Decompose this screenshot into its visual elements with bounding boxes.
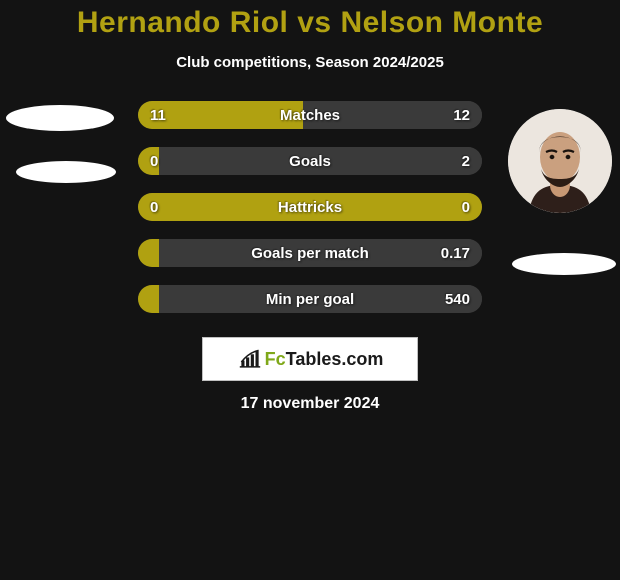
comparison-card: Hernando Riol vs Nelson Monte Club compe… xyxy=(0,0,620,413)
branding-prefix: Fc xyxy=(265,349,286,369)
player1-side xyxy=(0,101,120,183)
branding-text: FcTables.com xyxy=(265,349,384,370)
stat-row: Goals per match0.17 xyxy=(138,239,482,267)
main-layout: 11Matches120Goals20Hattricks0Goals per m… xyxy=(0,101,620,331)
stat-value-right: 540 xyxy=(445,285,470,313)
page-title: Hernando Riol vs Nelson Monte xyxy=(0,6,620,40)
stat-value-right: 0.17 xyxy=(441,239,470,267)
stat-label: Goals xyxy=(138,147,482,175)
player1-placeholder-2 xyxy=(16,161,116,183)
player2-placeholder xyxy=(512,253,616,275)
player2-avatar xyxy=(508,109,612,213)
subtitle: Club competitions, Season 2024/2025 xyxy=(0,54,620,71)
stat-row: Min per goal540 xyxy=(138,285,482,313)
player1-placeholder-1 xyxy=(6,105,114,131)
chart-icon xyxy=(237,348,263,370)
stat-value-right: 12 xyxy=(453,101,470,129)
stat-row: 11Matches12 xyxy=(138,101,482,129)
branding-badge: FcTables.com xyxy=(202,337,418,381)
stat-value-right: 2 xyxy=(462,147,470,175)
stat-label: Goals per match xyxy=(138,239,482,267)
stat-value-right: 0 xyxy=(462,193,470,221)
stat-label: Min per goal xyxy=(138,285,482,313)
stats-column: 11Matches120Goals20Hattricks0Goals per m… xyxy=(120,101,500,331)
stat-label: Hattricks xyxy=(138,193,482,221)
player2-name: Nelson Monte xyxy=(340,6,543,39)
player1-name: Hernando Riol xyxy=(77,6,289,39)
player2-side xyxy=(500,101,620,275)
stat-label: Matches xyxy=(138,101,482,129)
avatar-icon xyxy=(508,109,612,213)
stat-row: 0Goals2 xyxy=(138,147,482,175)
date-text: 17 november 2024 xyxy=(0,395,620,413)
vs-text: vs xyxy=(297,6,331,39)
branding-suffix: Tables.com xyxy=(286,349,384,369)
stat-row: 0Hattricks0 xyxy=(138,193,482,221)
